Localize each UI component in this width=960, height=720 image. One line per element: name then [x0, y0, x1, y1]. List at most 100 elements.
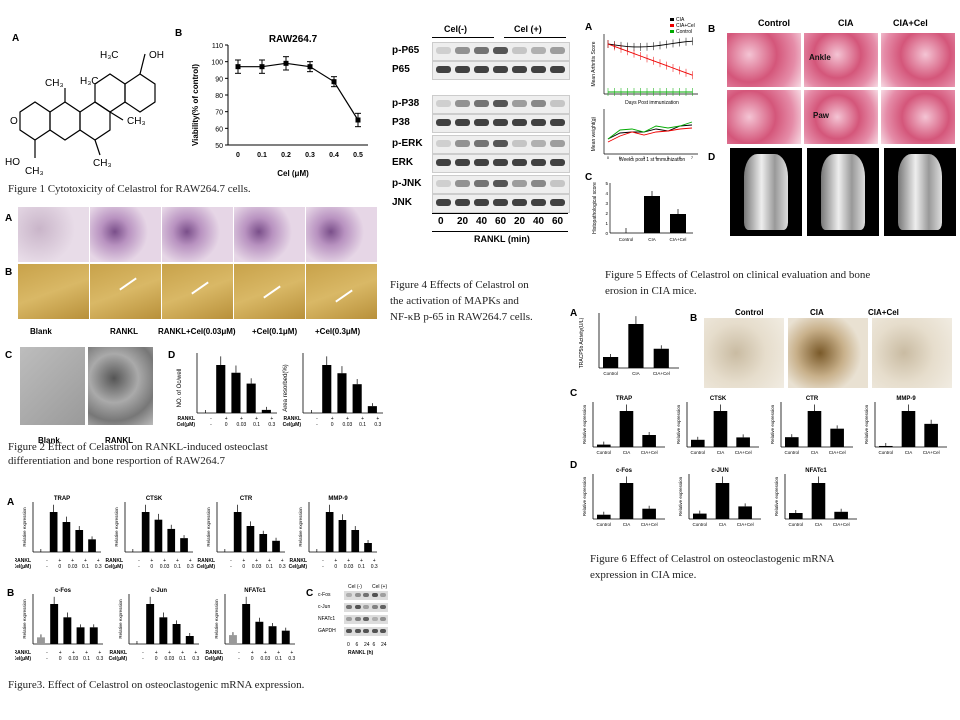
- time-label: 40: [476, 216, 488, 227]
- bar: [834, 511, 848, 519]
- data-point: [355, 117, 361, 123]
- y-tick-label: 110: [212, 43, 223, 50]
- x-tick-label: CIA: [719, 522, 727, 527]
- rankl-row-label: RANKL: [15, 558, 31, 564]
- x-tick-label: CIA+Cel: [737, 522, 754, 527]
- fig5-letter-c: C: [585, 172, 593, 183]
- rankl-value: +: [59, 650, 62, 656]
- chart-title: CTSK: [710, 396, 727, 402]
- bar: [691, 439, 705, 447]
- cel-value: 0: [150, 564, 153, 570]
- bar: [49, 512, 58, 552]
- fig6-letter-d: D: [570, 460, 578, 471]
- bar: [830, 428, 844, 447]
- blot-band: [346, 629, 352, 633]
- fig3b-chart: c-Jun Relative expression: [118, 588, 199, 645]
- bar: [259, 534, 268, 552]
- x-tick-label: 5: [667, 155, 670, 160]
- cel-value: 0.03: [69, 656, 79, 662]
- legend-swatch: [670, 24, 674, 27]
- blot-band: [493, 159, 508, 166]
- cel-row-label: Cel(μM): [283, 422, 302, 428]
- blot-band: [512, 159, 527, 166]
- bar: [619, 411, 634, 447]
- x-tick-label: 6: [679, 155, 682, 160]
- rankl-value: +: [194, 650, 197, 656]
- fig2-row-d-letter: D: [168, 350, 176, 361]
- chart-title: c-Fos: [55, 588, 72, 594]
- bar: [246, 383, 256, 413]
- rankl-value: +: [85, 650, 88, 656]
- trap-stain-image: [234, 207, 305, 262]
- y-tick-label: 90: [215, 76, 223, 83]
- y-axis-label: Relative expression: [22, 507, 27, 547]
- mol-ho: HO: [5, 157, 20, 168]
- x-tick-label: 0: [236, 152, 240, 159]
- bar: [50, 604, 59, 644]
- blot-band: [550, 119, 565, 126]
- y-axis-label: Viability(% of control): [191, 64, 200, 146]
- time-label: 60: [495, 216, 507, 227]
- x-tick-label: CIA+Cel: [641, 522, 658, 527]
- x-tick-label: CIA+Cel: [641, 450, 658, 455]
- blot-band: [346, 593, 352, 597]
- tracp-ylabel: TRACP5b Activity(U/L): [579, 317, 585, 368]
- rankl-value: -: [316, 416, 318, 422]
- rankl-value: +: [84, 558, 87, 564]
- blot-row-label: p-P65: [392, 45, 420, 56]
- cel-value: 0.1: [179, 656, 186, 662]
- bar: [75, 530, 84, 552]
- bar: [603, 357, 619, 368]
- blot-band: [531, 180, 546, 187]
- blot-band: [474, 66, 489, 73]
- fig5-d-microct: [730, 148, 956, 236]
- data-point: [259, 64, 265, 70]
- x-tick-label: Control: [603, 371, 618, 376]
- cel-value: 0.03: [261, 656, 271, 662]
- fig2-row-c-letter: C: [5, 350, 13, 361]
- rankl-value: -: [142, 650, 144, 656]
- blot-band: [493, 47, 508, 54]
- x-tick-label: 0: [607, 155, 610, 160]
- rankl-value: +: [225, 416, 228, 422]
- bar: [154, 519, 163, 552]
- rankl-row-label: RANKL: [178, 416, 196, 422]
- cia-line: [607, 40, 693, 48]
- blot-band: [531, 100, 546, 107]
- fig2-caption-2: differentiation and bone resportion of R…: [8, 455, 226, 467]
- fig6-col-cia: CIA: [810, 308, 824, 317]
- chart-title: MMP-9: [328, 496, 348, 502]
- bar: [233, 512, 242, 552]
- rankl-value: -: [46, 558, 48, 564]
- x-tick-label: 7: [691, 155, 694, 160]
- bar: [63, 617, 72, 644]
- weight-line: [607, 121, 693, 140]
- cel-value: 0.1: [266, 564, 273, 570]
- x-tick-label: Control: [879, 450, 894, 455]
- blot-band: [455, 100, 470, 107]
- cel-value: 0.3: [268, 422, 275, 428]
- x-tick-label: 0.3: [305, 152, 315, 159]
- fig6-caption-1: Figure 6 Effect of Celastrol on osteocla…: [590, 553, 835, 565]
- blot-band: [512, 180, 527, 187]
- rankl-value: +: [290, 650, 293, 656]
- cel-row-label: Cel(μM): [15, 656, 31, 662]
- d-ylabel-1: NO. of Oc/well: [177, 369, 183, 408]
- histology-image: [727, 33, 801, 87]
- cel-value: 0: [242, 564, 245, 570]
- cel-value: -: [46, 564, 48, 570]
- x-tick-label: 0.1: [257, 152, 267, 159]
- rankl-value: +: [168, 650, 171, 656]
- blot-band: [531, 119, 546, 126]
- y-tick-label: 80: [215, 93, 223, 100]
- x-axis-label: Cel (μM): [277, 169, 309, 178]
- bar: [141, 512, 150, 552]
- rankl-value: +: [155, 650, 158, 656]
- rankl-value: +: [72, 650, 75, 656]
- time-label: 60: [552, 216, 564, 227]
- bar: [619, 483, 634, 519]
- bar: [180, 538, 188, 552]
- cel-value: 0.3: [371, 564, 378, 570]
- blot-band: [354, 617, 361, 621]
- rankl-row-label: RANKL: [15, 650, 31, 656]
